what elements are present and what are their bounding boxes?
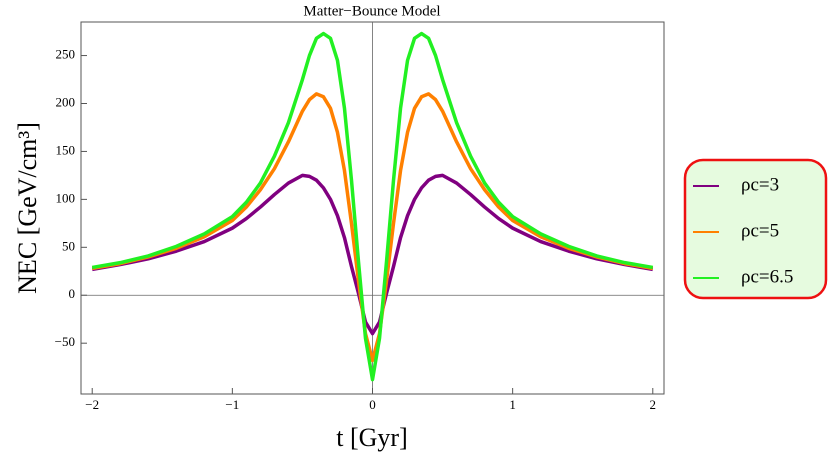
x-tick-label: 0	[369, 397, 376, 412]
y-tick-label: 50	[62, 238, 75, 253]
x-tick-label: 1	[509, 397, 516, 412]
series-line	[91, 173, 654, 336]
x-tick-label: 2	[650, 397, 657, 412]
y-tick-label: 0	[69, 286, 76, 301]
y-tick-label: −50	[55, 334, 75, 349]
y-tick-label: 100	[56, 190, 76, 205]
legend-label: ρc=5	[741, 220, 779, 241]
x-tick-label: −1	[225, 397, 239, 412]
y-tick-label: 200	[56, 94, 76, 109]
y-axis-label: NEC [GeV/cm³]	[13, 122, 42, 294]
legend-label: ρc=6.5	[741, 266, 793, 287]
x-axis-label: t [Gyr]	[336, 423, 407, 452]
legend-box	[683, 158, 828, 300]
series-line	[91, 31, 654, 382]
chart-title: Matter−Bounce Model	[303, 3, 440, 19]
series-line	[91, 92, 654, 363]
y-tick-label: 250	[56, 47, 76, 62]
y-tick-label: 150	[56, 142, 76, 157]
legend-label: ρc=3	[741, 174, 779, 195]
x-tick-label: −2	[85, 397, 99, 412]
